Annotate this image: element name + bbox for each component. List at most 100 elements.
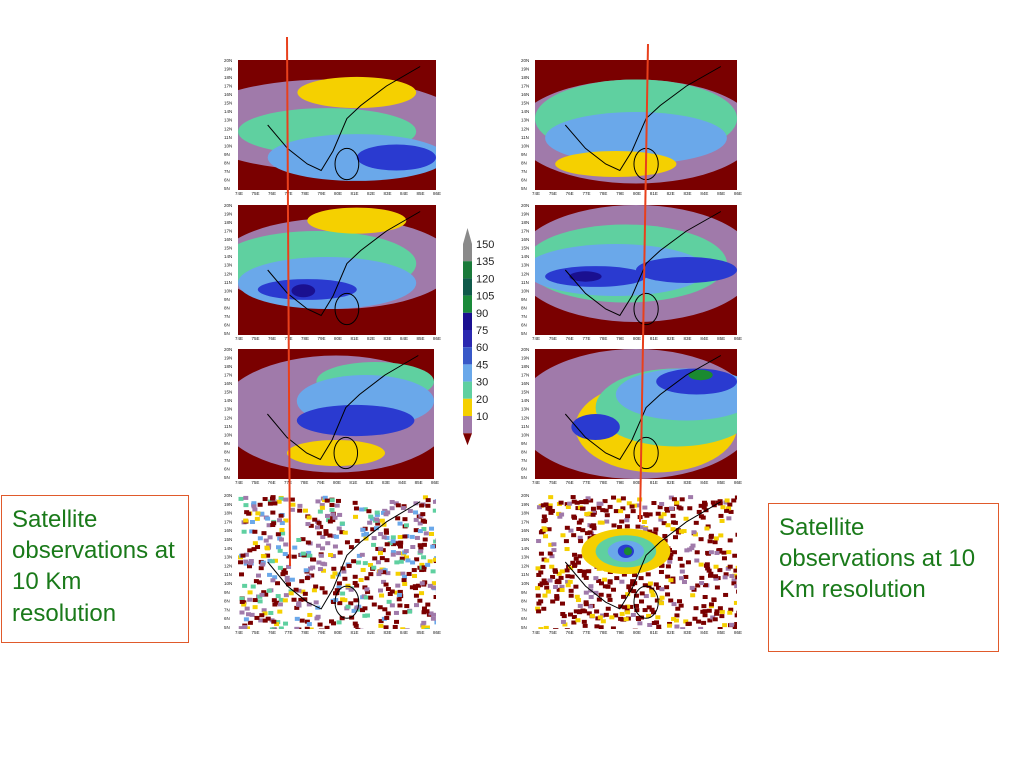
map-pixel [603, 612, 609, 617]
map-pixel [239, 572, 245, 577]
lon-label: 84E [700, 191, 708, 196]
map-pixel [670, 527, 676, 532]
map-pixel [579, 500, 585, 505]
map-pixel [421, 606, 427, 611]
map-pixel [710, 500, 716, 505]
coastline [267, 211, 421, 317]
map-pixel [573, 609, 579, 614]
map-contour [569, 271, 602, 282]
map-pixel [678, 576, 684, 581]
map-pixel [300, 537, 306, 542]
lon-label: 81E [650, 630, 658, 635]
colorbar-swatch [463, 330, 472, 348]
map-pixel [632, 628, 638, 629]
map-pixel [418, 545, 424, 550]
map-pixel [717, 568, 723, 573]
map-pixel [425, 498, 431, 503]
lon-label: 76E [268, 630, 276, 635]
map-pixel [336, 620, 342, 625]
map-pixel [417, 543, 423, 548]
lon-label: 78E [599, 336, 607, 341]
map-pixel [413, 528, 419, 533]
map-pixel [568, 588, 574, 593]
map-pixel [583, 499, 589, 504]
map-pixel [318, 553, 324, 558]
map-pixel [272, 501, 278, 506]
map-pixel [353, 598, 359, 603]
map-pixel [724, 498, 730, 503]
map-pixel [547, 505, 553, 510]
map-pixel [590, 506, 596, 511]
lon-label: 74E [532, 191, 540, 196]
map-pixel [330, 574, 336, 579]
map-pixel [571, 620, 577, 625]
map-pixel [565, 579, 571, 584]
map-pixel [565, 583, 571, 588]
map-pixel [406, 571, 412, 576]
map-pixel [650, 593, 656, 598]
map-pixel [600, 619, 606, 624]
map-pixel [379, 593, 385, 598]
map-pixel [658, 570, 664, 575]
map-pixel [425, 503, 431, 508]
map-pixel [397, 603, 403, 608]
map-pixel [378, 623, 384, 628]
map-pixel [421, 625, 427, 629]
map-pixel [275, 532, 281, 537]
map-pixel [435, 590, 436, 595]
map-pixel [574, 594, 580, 599]
map-pixel [543, 534, 549, 539]
map-pixel [399, 556, 405, 561]
map-pixel [572, 562, 578, 567]
lat-label: 7N [521, 169, 527, 174]
map-pixel [317, 567, 323, 572]
map-pixel [427, 559, 433, 564]
map-pixel [535, 566, 541, 571]
map-pixel [557, 514, 563, 519]
map-panel [238, 495, 436, 629]
map-pixel [674, 624, 680, 629]
lat-label: 7N [521, 458, 527, 463]
map-pixel [276, 545, 282, 550]
map-pixel [394, 619, 400, 624]
lat-label: 11N [521, 572, 529, 577]
map-pixel [559, 588, 565, 593]
map-pixel [383, 528, 389, 533]
map-pixel [646, 583, 652, 588]
map-pixel [252, 541, 258, 546]
lat-label: 11N [224, 424, 232, 429]
map-contour [297, 76, 417, 109]
map-pixel [714, 611, 720, 616]
map-pixel [625, 514, 631, 519]
lon-label: 79E [616, 480, 624, 485]
map-pixel [281, 568, 287, 573]
map-pixel [625, 604, 631, 609]
map-pixel [664, 585, 670, 590]
map-pixel [584, 512, 590, 517]
map-pixel [395, 583, 401, 588]
map-pixel [545, 589, 551, 594]
map-pixel [598, 625, 604, 629]
map-pixel [626, 585, 632, 590]
lon-label: 84E [700, 480, 708, 485]
map-pixel [708, 602, 714, 607]
map-pixel [713, 564, 719, 569]
map-pixel [320, 546, 326, 551]
map-pixel [588, 584, 594, 589]
map-pixel [675, 530, 681, 535]
map-pixel [306, 515, 312, 520]
lat-label: 19N [521, 356, 529, 361]
lat-label: 19N [224, 212, 232, 217]
map-pixel [278, 513, 284, 518]
lat-label: 20N [521, 203, 529, 208]
annotation-box: Satellite observations at 10 Km resoluti… [768, 503, 999, 652]
map-pixel [277, 609, 283, 614]
map-pixel [712, 617, 718, 622]
map-pixel [259, 592, 265, 597]
lat-label: 20N [224, 347, 232, 352]
map-pixel [626, 501, 632, 506]
lat-label: 16N [224, 381, 232, 386]
map-pixel [374, 510, 380, 515]
lat-label: 13N [521, 263, 529, 268]
map-pixel [558, 500, 564, 505]
